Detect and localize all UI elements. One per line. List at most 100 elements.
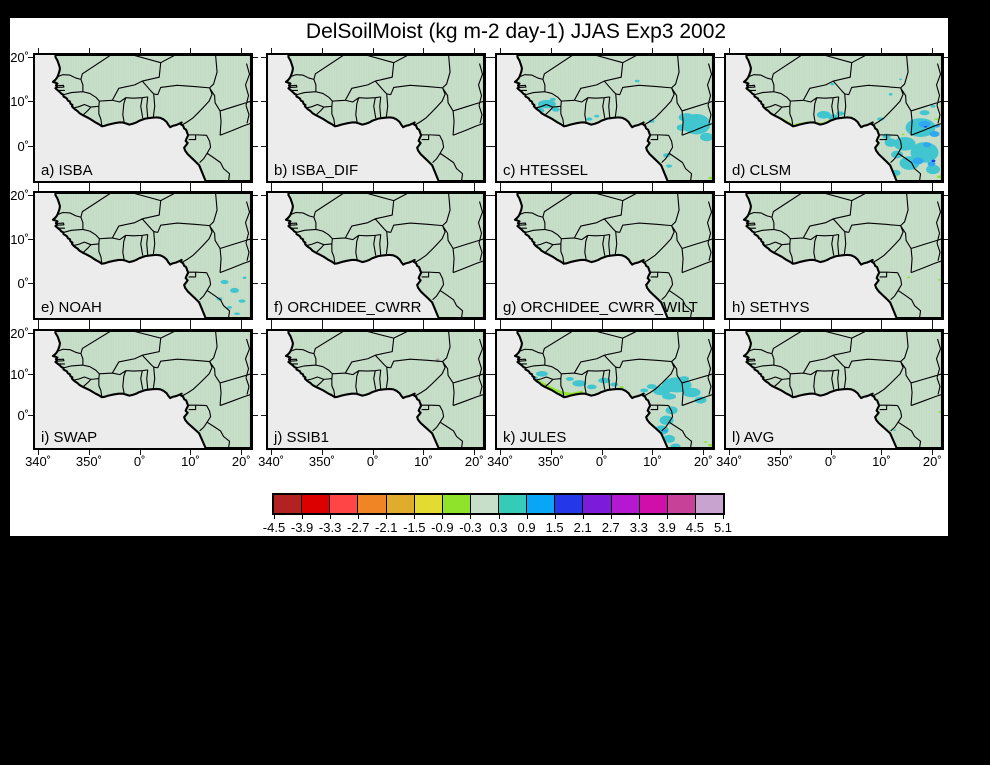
axis-tick (703, 450, 705, 455)
axis-tick (830, 183, 832, 188)
colorbar-tick (302, 515, 304, 519)
anomaly-patch (634, 79, 640, 83)
land (514, 193, 713, 318)
anomaly-patch (619, 386, 624, 389)
anomaly-patch (924, 125, 928, 128)
anomaly-patch (836, 111, 845, 116)
country-borders-icon (747, 193, 942, 318)
anomaly-patch (930, 104, 936, 108)
axis-tick (719, 374, 724, 376)
axis-tick (253, 57, 258, 59)
axis-tick (703, 48, 705, 53)
axis-tick (500, 48, 502, 53)
axis-tick (601, 48, 603, 53)
coastline-icon (286, 55, 484, 181)
axis-tick (715, 101, 720, 103)
axis-tick (490, 415, 495, 417)
x-axis-tick-label: 340˚ (258, 454, 285, 469)
axis-tick (261, 374, 266, 376)
axis-tick (139, 183, 141, 188)
y-axis-tick-label: 20˚ (10, 50, 29, 66)
axis-tick (500, 186, 502, 191)
x-axis-tick-label: 350˚ (537, 454, 564, 469)
anomaly-patch (912, 157, 924, 165)
axis-tick (490, 145, 495, 147)
axis-tick (190, 183, 192, 188)
anomaly-patch (708, 444, 713, 447)
y-axis-tick-label: 0˚ (17, 275, 29, 291)
map-panel-orchidee_cwrr: f) ORCHIDEE_CWRR (266, 191, 486, 320)
axis-tick (490, 57, 495, 59)
axis-tick (241, 324, 243, 329)
axis-tick (253, 415, 258, 417)
axis-tick (261, 57, 266, 59)
map-svg (497, 331, 713, 448)
axis-tick (932, 450, 934, 455)
map-svg (268, 331, 484, 448)
anomaly-patch (893, 429, 897, 431)
axis-tick (190, 48, 192, 53)
axis-tick (944, 145, 949, 147)
colorbar-tick-label: -4.5 (262, 520, 286, 535)
axis-tick (139, 320, 141, 325)
anomaly-patch (640, 388, 649, 393)
map-svg (268, 193, 484, 318)
axis-tick (490, 195, 495, 197)
colorbar-tick-label: 2.1 (573, 520, 592, 535)
anomaly-patch (934, 118, 939, 120)
axis-tick (779, 320, 781, 325)
anomaly-patch (662, 393, 677, 400)
axis-tick (932, 324, 934, 329)
axis-tick (28, 195, 33, 197)
anomaly-patch (708, 176, 713, 180)
map-svg (726, 331, 942, 448)
axis-tick (88, 450, 90, 455)
anomaly-patch (877, 117, 885, 121)
axis-tick (550, 324, 552, 329)
colorbar-tick-label: 3.3 (629, 520, 648, 535)
colorbar-cell-3 (358, 495, 387, 513)
panel-label-b: b) ISBA_DIF (274, 162, 359, 179)
land (743, 193, 942, 318)
country-borders-icon (747, 55, 942, 181)
colorbar-tick (666, 515, 668, 519)
axis-tick (729, 324, 731, 329)
axis-tick (423, 450, 425, 455)
anomaly-patch (549, 97, 556, 102)
country-borders-icon (56, 331, 251, 448)
anomaly-layer (893, 411, 942, 431)
panel-label-d: d) CLSM (732, 162, 792, 179)
axis-tick (474, 48, 476, 53)
colorbar-tick-label: -2.1 (375, 520, 398, 535)
anomaly-patch (888, 93, 893, 96)
colorbar-cell-15 (695, 495, 723, 513)
x-axis-tick-label: 0˚ (824, 454, 837, 469)
land (743, 55, 942, 181)
axis-tick (372, 48, 374, 53)
axis-tick (715, 333, 720, 335)
map-panel-noah: e) NOAH (33, 191, 253, 320)
colorbar-cell-12 (611, 495, 640, 513)
x-axis-tick-label: 10˚ (872, 454, 891, 469)
map-panel-sethys: h) SETHYS (724, 191, 944, 320)
axis-tick (944, 333, 949, 335)
axis-tick (321, 324, 323, 329)
axis-tick (486, 57, 491, 59)
y-axis-tick-label: 20˚ (10, 188, 29, 204)
axis-tick (88, 183, 90, 188)
colorbar-tick-label: 0.3 (489, 520, 508, 535)
axis-tick (729, 186, 731, 191)
axis-tick (729, 320, 731, 325)
axis-tick (271, 183, 273, 188)
axis-tick (715, 415, 720, 417)
y-axis-tick-label: 0˚ (17, 408, 29, 424)
anomaly-patch (700, 132, 713, 142)
axis-tick (830, 48, 832, 53)
x-axis-tick-label: 340˚ (487, 454, 514, 469)
anomaly-patch (663, 429, 669, 433)
axis-tick (830, 324, 832, 329)
axis-tick (719, 333, 724, 335)
axis-tick (241, 48, 243, 53)
anomaly-patch (230, 287, 240, 293)
map-panel-ssib1: j) SSIB1 (266, 329, 486, 450)
